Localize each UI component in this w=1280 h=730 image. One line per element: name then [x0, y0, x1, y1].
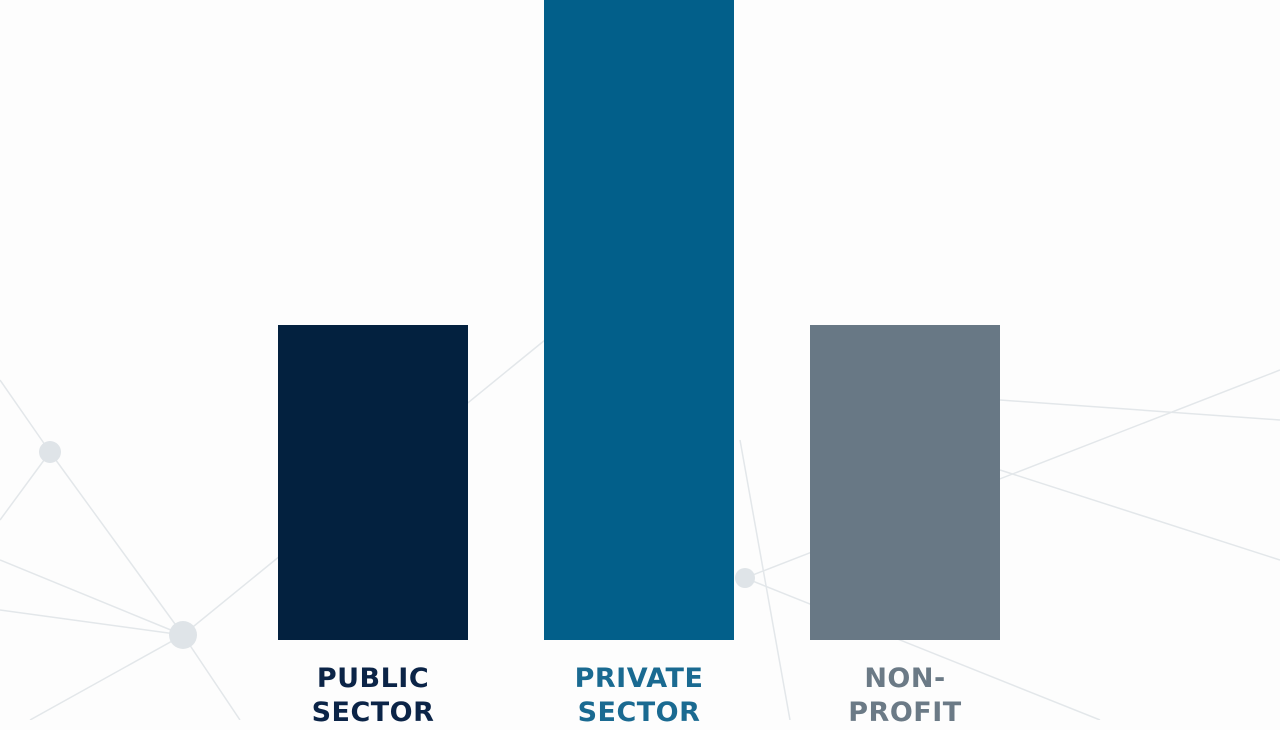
background-nodes — [39, 441, 755, 649]
bar — [810, 325, 1000, 640]
background-network — [0, 339, 1280, 720]
bar — [544, 0, 734, 640]
bar — [278, 325, 468, 640]
